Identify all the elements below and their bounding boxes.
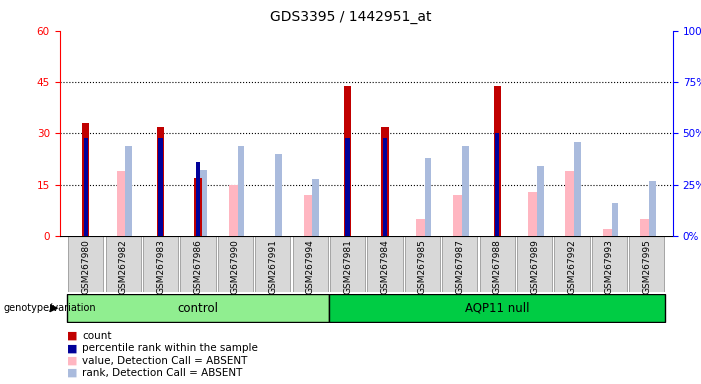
Bar [313, 179, 319, 236]
Bar [495, 134, 499, 236]
FancyBboxPatch shape [255, 236, 290, 292]
Bar [611, 203, 618, 236]
Bar [574, 142, 581, 236]
FancyBboxPatch shape [554, 236, 590, 292]
FancyBboxPatch shape [592, 236, 627, 292]
Text: GSM267993: GSM267993 [605, 239, 614, 294]
FancyBboxPatch shape [404, 236, 440, 292]
Bar [67, 295, 329, 322]
Bar [157, 127, 164, 236]
Text: ▶: ▶ [50, 303, 58, 313]
Bar [528, 192, 541, 236]
Bar [196, 162, 200, 236]
Text: percentile rank within the sample: percentile rank within the sample [82, 343, 258, 353]
FancyBboxPatch shape [106, 236, 141, 292]
Bar [116, 171, 130, 236]
Text: rank, Detection Call = ABSENT: rank, Detection Call = ABSENT [82, 368, 243, 378]
Bar [381, 127, 388, 236]
Bar [304, 195, 317, 236]
Text: GSM267990: GSM267990 [231, 239, 240, 294]
Bar [537, 166, 543, 236]
Text: GSM267980: GSM267980 [81, 239, 90, 294]
Text: GSM267981: GSM267981 [343, 239, 352, 294]
Text: control: control [177, 302, 219, 314]
Bar [425, 158, 431, 236]
Bar [640, 219, 653, 236]
Text: genotype/variation: genotype/variation [4, 303, 96, 313]
FancyBboxPatch shape [367, 236, 402, 292]
Text: GSM267985: GSM267985 [418, 239, 427, 294]
Text: GSM267991: GSM267991 [268, 239, 278, 294]
FancyBboxPatch shape [330, 236, 365, 292]
Text: GSM267994: GSM267994 [306, 239, 315, 294]
Text: GSM267995: GSM267995 [642, 239, 651, 294]
Bar [158, 137, 163, 236]
Bar [494, 86, 501, 236]
Text: ■: ■ [67, 368, 77, 378]
FancyBboxPatch shape [442, 236, 477, 292]
Bar [83, 137, 88, 236]
FancyBboxPatch shape [180, 236, 215, 292]
FancyBboxPatch shape [292, 236, 328, 292]
Text: GSM267983: GSM267983 [156, 239, 165, 294]
Bar [566, 171, 578, 236]
Text: ■: ■ [67, 343, 77, 353]
Bar [649, 181, 655, 236]
FancyBboxPatch shape [143, 236, 178, 292]
Bar [275, 154, 282, 236]
Bar [229, 185, 242, 236]
Text: ■: ■ [67, 356, 77, 366]
FancyBboxPatch shape [68, 236, 103, 292]
Bar [125, 146, 132, 236]
Bar [200, 170, 207, 236]
Text: AQP11 null: AQP11 null [465, 302, 529, 314]
Bar [82, 123, 89, 236]
FancyBboxPatch shape [517, 236, 552, 292]
Text: value, Detection Call = ABSENT: value, Detection Call = ABSENT [82, 356, 247, 366]
Text: GSM267984: GSM267984 [381, 239, 390, 294]
Text: GSM267989: GSM267989 [530, 239, 539, 294]
FancyBboxPatch shape [218, 236, 253, 292]
Text: GSM267987: GSM267987 [455, 239, 464, 294]
Text: ■: ■ [67, 331, 77, 341]
FancyBboxPatch shape [629, 236, 665, 292]
Text: GSM267986: GSM267986 [193, 239, 203, 294]
Bar [454, 195, 466, 236]
Bar [462, 146, 469, 236]
Bar [383, 137, 387, 236]
Bar [416, 219, 429, 236]
Text: GSM267988: GSM267988 [493, 239, 502, 294]
Text: GSM267982: GSM267982 [118, 239, 128, 294]
Bar [603, 229, 616, 236]
FancyBboxPatch shape [479, 236, 515, 292]
Bar [346, 137, 350, 236]
Bar [238, 146, 245, 236]
Bar [194, 178, 202, 236]
Text: GSM267992: GSM267992 [568, 239, 576, 294]
Text: count: count [82, 331, 111, 341]
Bar [329, 295, 665, 322]
Bar [344, 86, 351, 236]
Text: GDS3395 / 1442951_at: GDS3395 / 1442951_at [270, 10, 431, 23]
